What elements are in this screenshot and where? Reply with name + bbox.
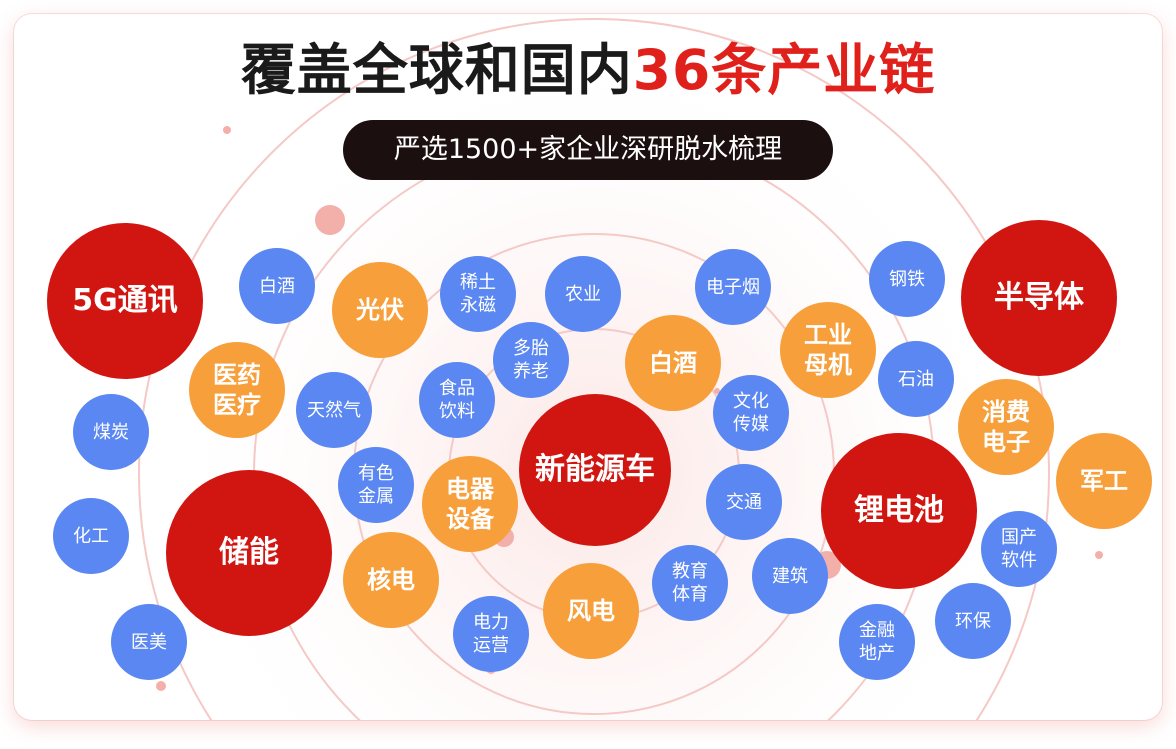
- bubble-domestic-software: 国产 软件: [981, 511, 1057, 587]
- bubble-new-energy-vehicle: 新能源车: [519, 394, 671, 546]
- bubble-electrical-equipment: 电器 设备: [422, 456, 518, 552]
- bubble-petroleum: 石油: [878, 341, 954, 417]
- bubble-wind-power: 风电: [543, 563, 639, 659]
- bubble-transportation: 交通: [706, 464, 782, 540]
- bubble-e-cigarette: 电子烟: [695, 249, 771, 325]
- title-highlight: 36条产业链: [632, 38, 936, 102]
- bubble-medicine: 医药 医疗: [189, 342, 285, 438]
- bubble-natural-gas: 天然气: [296, 372, 372, 448]
- bubble-energy-storage: 储能: [166, 470, 332, 636]
- bubble-nuclear-power: 核电: [343, 532, 439, 628]
- bubble-power-operation: 电力 运营: [453, 596, 529, 672]
- bubble-5g: 5G通讯: [47, 223, 203, 379]
- bubble-semiconductor: 半导体: [961, 220, 1117, 376]
- bubble-military: 军工: [1056, 433, 1152, 529]
- subtitle-pill: 严选1500+家企业深研脱水梳理: [343, 120, 833, 180]
- bubble-cosmetic-medicine: 医美: [111, 604, 187, 680]
- bubble-rare-earth: 稀土 永磁: [440, 256, 516, 332]
- title-main: 覆盖全球和国内: [240, 38, 633, 102]
- bubble-culture-media: 文化 传媒: [713, 375, 789, 451]
- bubble-consumer-electronics: 消费 电子: [958, 379, 1054, 475]
- bubble-liquor-minor: 白酒: [239, 248, 315, 324]
- bubble-food-beverage: 食品 饮料: [419, 362, 495, 438]
- bubble-environmental: 环保: [935, 583, 1011, 659]
- bubble-multi-child-elderly: 多胎 养老: [493, 322, 569, 398]
- bubble-industrial-machine: 工业 母机: [780, 302, 876, 398]
- bubble-liquor-major: 白酒: [625, 315, 721, 411]
- bubble-chemical: 化工: [53, 498, 129, 574]
- page-title: 覆盖全球和国内36条产业链: [0, 34, 1176, 106]
- bubble-nonferrous-metals: 有色 金属: [338, 447, 414, 523]
- bubble-agriculture: 农业: [545, 256, 621, 332]
- bubble-coal: 煤炭: [73, 394, 149, 470]
- bubble-photovoltaic: 光伏: [332, 262, 428, 358]
- bubble-education-sports: 教育 体育: [652, 545, 728, 621]
- bubble-steel: 钢铁: [869, 241, 945, 317]
- bubble-finance-real-estate: 金融 地产: [839, 604, 915, 680]
- bubble-lithium-battery: 锂电池: [821, 433, 977, 589]
- bubble-construction: 建筑: [752, 538, 828, 614]
